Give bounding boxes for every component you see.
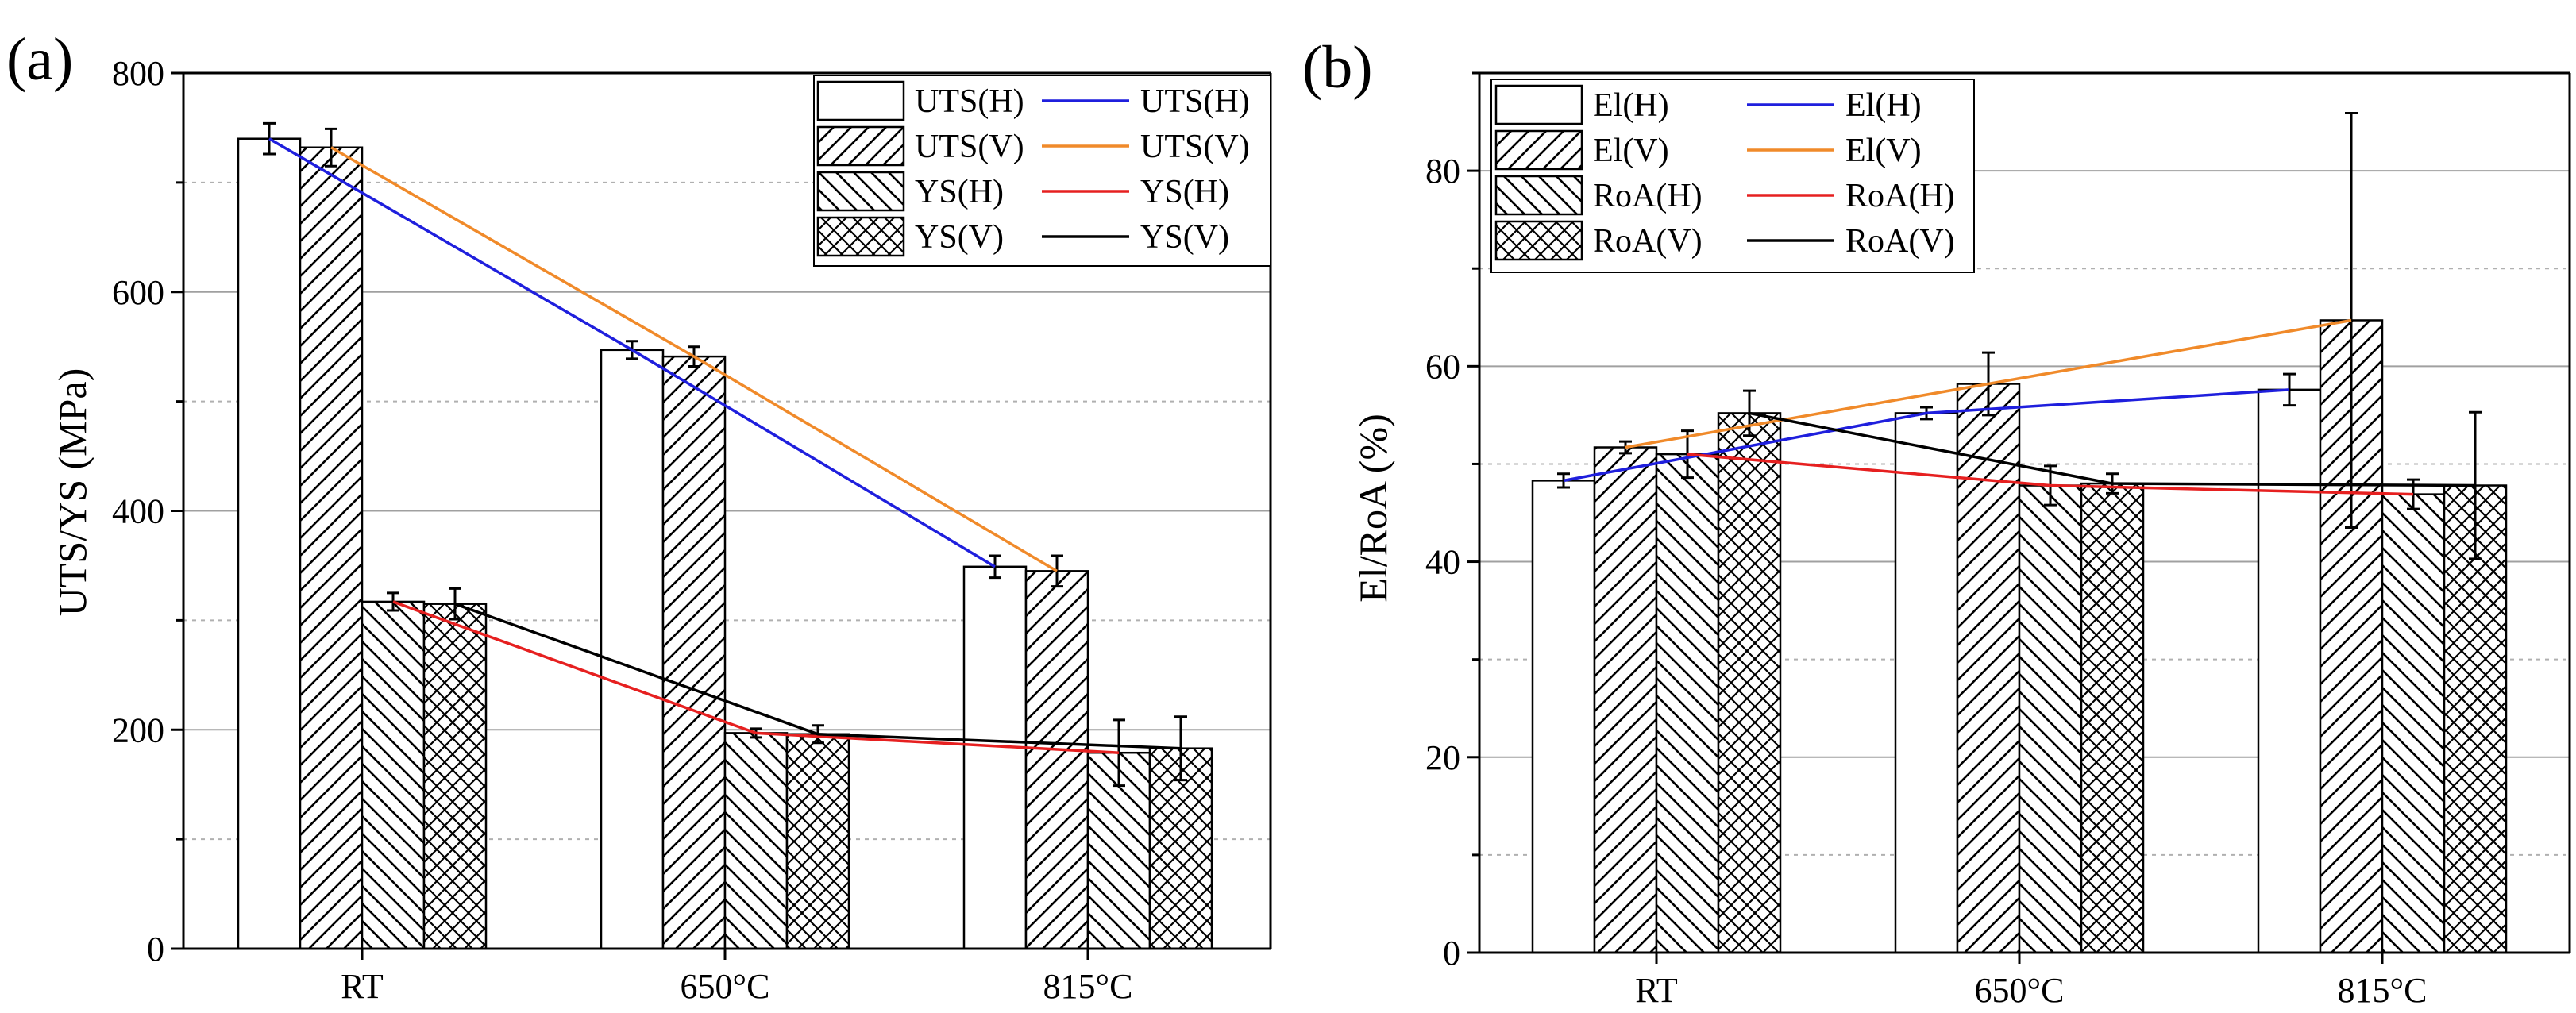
panel-b-legend-line-label: El(H): [1845, 87, 1922, 124]
panel-b-bar: [2381, 493, 2446, 954]
panel-b-error-bar: [1557, 472, 1570, 489]
panel-a-chart: (a) 0 200 400 600 800 RT 650°C 815°C UTS(H) UTS(V…: [6, 26, 1272, 1006]
panel-a-bar: [361, 600, 426, 950]
panel-a-y-tick-label: 400: [112, 492, 164, 531]
panel-a-bar: [785, 733, 850, 950]
panel-a-error-bar: [989, 554, 1001, 580]
panel-b-legend-bar-label: RoA(V): [1593, 223, 1703, 260]
panel-b-chart: (b) 0 20 40 60 80 RT 650°C 815°C El(H) El(V) RoA(H…: [1302, 34, 2571, 1010]
panel-a-x-tick-label: RT: [341, 967, 384, 1006]
panel-b-bar: [1593, 446, 1658, 954]
panel-b-trend-line: [1563, 388, 2290, 483]
panel-a-legend-bar-swatch: [816, 171, 905, 212]
panel-b-x-tick-label: 650°C: [1975, 971, 2065, 1010]
panel-b-legend-bar-swatch: [1494, 84, 1583, 125]
panel-b-legend-line-label: RoA(H): [1845, 178, 1955, 214]
panel-b-legend-bar-swatch: [1494, 220, 1583, 261]
panel-a-bar: [422, 603, 488, 950]
panel-a-legend-bar-label: YS(V): [915, 219, 1004, 256]
panel-b-trend-line: [1749, 411, 2476, 487]
panel-b-y-tick-label: 0: [1443, 934, 1460, 973]
panel-a-bar: [661, 355, 727, 950]
panel-a-y-tick-label: 800: [112, 54, 164, 93]
panel-a-bar: [299, 146, 364, 950]
panel-b-bar: [1717, 412, 1782, 954]
panel-b-legend-bar-swatch: [1494, 129, 1583, 171]
panel-a-legend-bar-swatch: [816, 80, 905, 121]
panel-b-error-bar: [1743, 389, 1756, 437]
panel-b-bar: [2018, 484, 2083, 954]
panel-a-trend-line: [392, 600, 1120, 754]
panel-a-trend-line: [330, 146, 1058, 572]
panel-b-label: (b): [1302, 34, 1373, 101]
panel-a-legend-line-label: YS(V): [1140, 219, 1229, 256]
panel-a-legend-line-label: UTS(H): [1140, 83, 1250, 120]
panel-a-legend-bar-label: UTS(H): [915, 83, 1024, 120]
panel-b-bar: [2257, 388, 2322, 954]
panel-b-legend-bar-label: El(H): [1593, 87, 1669, 124]
panel-a-legend-bar-label: YS(H): [915, 174, 1004, 210]
panel-a-legend-line-label: YS(H): [1140, 174, 1229, 210]
panel-b-y-tick-label: 60: [1425, 347, 1460, 386]
panel-b-bar: [1894, 412, 1959, 954]
panel-b-x-tick-label: RT: [1635, 971, 1678, 1010]
panel-a-trend-line: [268, 137, 996, 568]
panel-b-legend-bar-swatch: [1494, 175, 1583, 216]
panel-a-legend-bar-label: UTS(V): [915, 129, 1024, 165]
panel-b-legend-bar-label: RoA(H): [1593, 178, 1703, 214]
panel-a-bar: [237, 137, 302, 950]
panel-a-label: (a): [6, 26, 73, 93]
panel-b-bar: [1531, 480, 1596, 954]
panel-b-trend-line: [1625, 318, 2352, 449]
panel-a-bar: [1024, 570, 1089, 950]
panel-a-legend-bar-swatch: [816, 125, 905, 167]
panel-a-y-tick-label: 600: [112, 273, 164, 312]
panel-b-y-tick-label: 80: [1425, 152, 1460, 191]
panel-a-legend-bar-swatch: [816, 216, 905, 257]
panel-b-y-tick-label: 40: [1425, 543, 1460, 582]
panel-b-error-bar: [2469, 410, 2482, 560]
panel-b-trend-line: [1687, 453, 2414, 496]
panel-b-bar: [1956, 383, 2021, 954]
panel-a-y-tick-label: 200: [112, 711, 164, 749]
panel-a-y-axis-title: UTS/YS (MPa): [50, 368, 94, 617]
panel-b-plot-area: 0 20 40 60 80 RT 650°C 815°C El(H) El(V) RoA(H) RoA…: [1425, 71, 2571, 1010]
panel-a-x-tick-label: 815°C: [1043, 967, 1133, 1006]
panel-a-error-bar: [387, 591, 399, 612]
panel-a-y-tick-label: 0: [147, 930, 164, 969]
panel-b-y-axis-title: El/RoA (%): [1351, 414, 1395, 602]
panel-a-plot-area: 0 200 400 600 800 RT 650°C 815°C UTS(H) UTS(V) YS(…: [112, 54, 1272, 1006]
panel-a-trend-line: [454, 603, 1182, 750]
panel-b-legend-line-label: RoA(V): [1845, 223, 1955, 260]
panel-a-legend-line-label: UTS(V): [1140, 129, 1250, 165]
panel-a-error-bar: [449, 587, 461, 621]
panel-a-bar: [962, 565, 1028, 950]
panel-b-bar: [1655, 453, 1720, 954]
panel-b-x-tick-label: 815°C: [2338, 971, 2428, 1010]
panel-b-y-tick-label: 20: [1425, 738, 1460, 777]
panel-a-error-bar: [1051, 554, 1063, 588]
panel-b-bar: [2080, 482, 2145, 954]
panel-a-x-tick-label: 650°C: [681, 967, 770, 1006]
panel-a-bar: [723, 732, 789, 950]
panel-b-bar: [2443, 484, 2508, 954]
panel-b-legend-line-label: El(V): [1845, 133, 1922, 169]
panel-b-legend-bar-label: El(V): [1593, 133, 1669, 169]
panel-a-bar: [600, 349, 665, 950]
